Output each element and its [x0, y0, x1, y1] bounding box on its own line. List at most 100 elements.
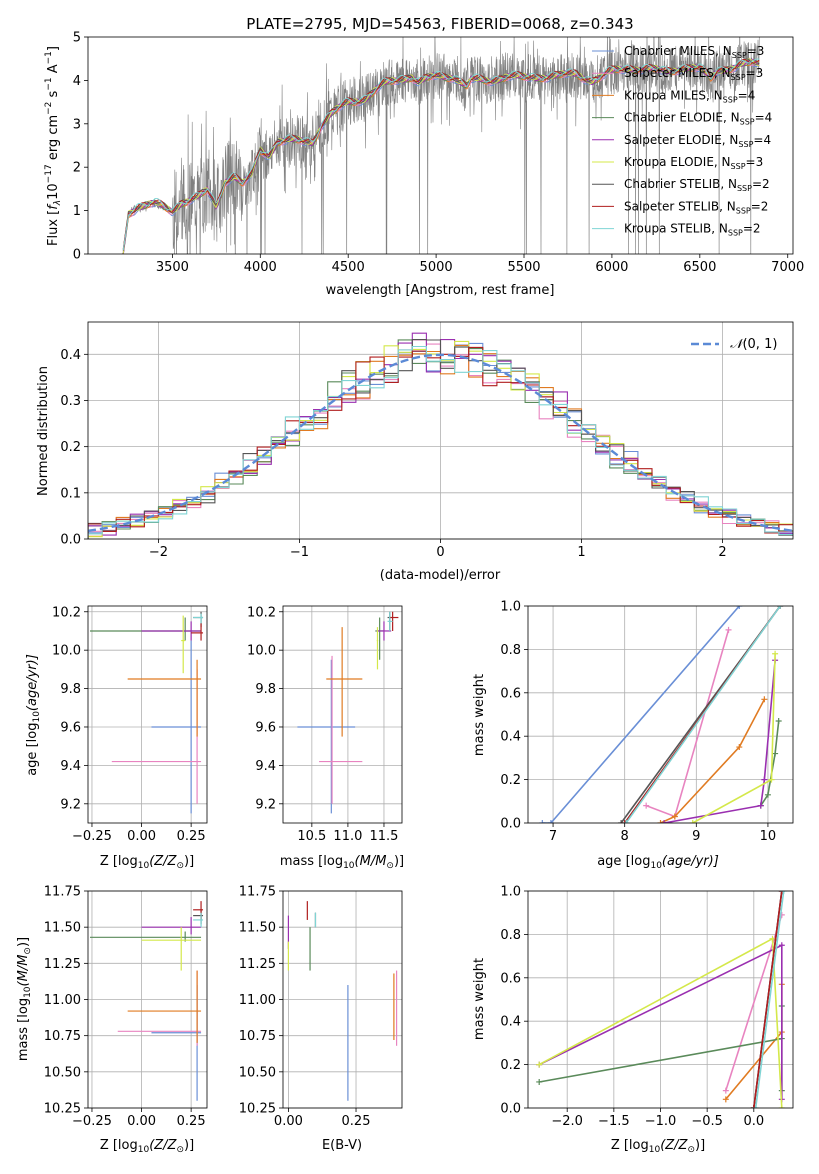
series-marker-chabrier_miles: [539, 820, 546, 823]
series-marker-kroupa_stelib: [780, 891, 787, 894]
legend-sub: SSP: [740, 118, 755, 127]
series-marker-kroupa_elodie: [768, 776, 775, 783]
y-tick-label: 0.4: [60, 348, 81, 363]
legend-text: Salpeter MILES, N: [624, 66, 731, 80]
y-tick-label: 9.2: [60, 797, 81, 812]
x-tick-label: −0.25: [72, 1114, 112, 1129]
y-tick-label: 1: [73, 204, 81, 219]
series-marker-kroupa_elodie: [769, 935, 776, 942]
series-line-salpeter_miles: [645, 629, 730, 818]
massZ-xlabel: Z [log10(Z/Z⊙)]: [100, 1138, 194, 1155]
y-tick-label: 9.2: [255, 797, 276, 812]
y-tick-label: 10.25: [44, 1102, 81, 1117]
y-tick-label: 10.75: [239, 1029, 276, 1044]
y-tick-label: 10.75: [44, 1029, 81, 1044]
x-tick-label: −0.5: [691, 1114, 723, 1129]
y-tick-label: 9.8: [255, 682, 276, 697]
y-tick-label: 10.2: [52, 605, 81, 620]
x-tick-label: −0.25: [72, 829, 112, 844]
y-tick-label: 3: [73, 117, 81, 132]
legend-label: Salpeter ELODIE, NSSP=4: [624, 133, 771, 149]
axes-frame: [282, 605, 403, 824]
x-tick-label: −2: [149, 545, 168, 560]
x-tick-label: −2.0: [551, 1114, 583, 1129]
x-tick-label: 4500: [332, 260, 365, 275]
series-marker-chabrier_elodie: [775, 718, 782, 725]
y-tick-label: 0.4: [500, 730, 521, 745]
wZ-xlabel: Z [log10(Z/Z⊙)]: [611, 1138, 705, 1155]
y-tick-label: 0.6: [500, 971, 521, 986]
legend-sub: SSP: [728, 229, 743, 238]
x-tick-label: 0.25: [177, 829, 206, 844]
series-line-chabrier_elodie: [760, 720, 780, 807]
x-tick-label: 6000: [595, 260, 628, 275]
x-tick-label: 11.5: [369, 829, 398, 844]
series-marker-kroupa_stelib: [623, 820, 630, 823]
legend-text: Chabrier ELODIE, N: [624, 111, 740, 125]
series-line-kroupa_stelib: [625, 606, 781, 823]
x-tick-label: 4000: [244, 260, 277, 275]
observed-spectrum: [122, 37, 760, 254]
series-marker-kroupa_miles: [671, 813, 678, 820]
x-tick-label: 0.25: [342, 1114, 371, 1129]
y-tick-label: 11.00: [44, 993, 81, 1008]
model-line-kroupa_stelib: [122, 58, 760, 251]
x-tick-label: 10.5: [297, 829, 326, 844]
series-line-kroupa_miles: [660, 698, 766, 823]
legend-label: Kroupa MILES, NSSP=4: [624, 88, 755, 104]
legend-sub: SSP: [723, 95, 738, 104]
series-line-kroupa_stelib: [754, 891, 785, 1108]
legend-sub: SSP: [738, 140, 753, 149]
y-tick-label: 11.50: [239, 921, 276, 936]
series-marker-salpeter_stelib: [621, 820, 628, 823]
y-tick-label: 0.4: [500, 1015, 521, 1030]
normal-curve: [88, 353, 793, 533]
y-tick-label: 9.8: [60, 682, 81, 697]
y-tick-label: 1.0: [500, 885, 521, 900]
series-marker-kroupa_elodie: [778, 1105, 785, 1108]
axes-frame: [87, 605, 208, 824]
axes-frame: [282, 890, 403, 1109]
y-tick-label: 11.50: [44, 921, 81, 936]
legend-args: (0, 1): [742, 337, 777, 352]
legend-val: =2: [752, 177, 770, 191]
histogram-kroupa_stelib: [88, 345, 793, 539]
residuals-ylabel: Normed distribution: [36, 366, 51, 496]
mass-vs-ebv-panel: E(B-V) 0.00 0.25 10.25 10.50 10.75 11.00 11.25…: [239, 885, 403, 1153]
ageZ-ylabel: age [log10(age/yr)]: [25, 654, 42, 776]
mass-vs-Z-panel: Z [log10(Z/Z⊙)] mass [log10(M/M⊙)] −0.25…: [16, 885, 208, 1155]
legend-text: Kroupa MILES, N: [624, 88, 723, 102]
y-tick-label: 11.25: [44, 957, 81, 972]
series-line-salpeter_elodie: [663, 660, 776, 823]
y-tick-label: 0.1: [60, 486, 81, 501]
grid: [88, 606, 207, 823]
weight-vs-age-panel: age [log10(age/yr)] mass weight 7 8 9 10 0.0…: [472, 600, 794, 871]
legend-text: Salpeter STELIB, N: [624, 199, 736, 213]
y-tick-label: 11.75: [44, 885, 81, 900]
x-tick-label: 3500: [156, 260, 189, 275]
legend-sub: SSP: [731, 162, 746, 171]
y-tick-label: 11.25: [239, 957, 276, 972]
y-tick-label: 11.00: [239, 993, 276, 1008]
legend-val: =2: [743, 222, 761, 236]
y-tick-label: 0.2: [60, 440, 81, 455]
model-line-chabrier_stelib: [122, 58, 760, 251]
series-marker-kroupa_elodie: [689, 820, 696, 823]
x-tick-label: −1.5: [598, 1114, 630, 1129]
legend-label: Kroupa STELIB, NSSP=2: [624, 222, 761, 238]
y-tick-label: 10.0: [52, 644, 81, 659]
series-line-kroupa_elodie: [692, 653, 776, 823]
y-tick-label: 10.2: [247, 605, 276, 620]
y-tick-label: 9.6: [255, 720, 276, 735]
spectrum-ylabel: Flux [fλ10−17 erg cm−2 s−1 A−1]: [44, 46, 63, 246]
legend-label: Chabrier MILES, NSSP=3: [624, 44, 764, 60]
y-tick-label: 11.75: [239, 885, 276, 900]
legend-label: Salpeter MILES, NSSP=3: [624, 66, 763, 82]
legend-sub: SSP: [736, 206, 751, 215]
wAge-ylabel: mass weight: [472, 674, 487, 756]
legend-sub: SSP: [731, 73, 746, 82]
x-tick-label: 0.25: [177, 1114, 206, 1129]
axes-frame: [527, 890, 794, 1109]
series-marker-chabrier_elodie: [772, 750, 779, 757]
legend-text: Chabrier MILES, N: [624, 44, 732, 58]
